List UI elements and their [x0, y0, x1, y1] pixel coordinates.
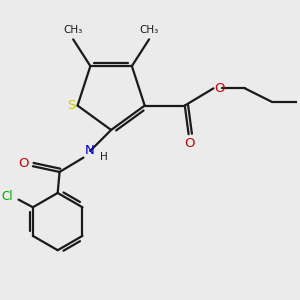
Text: Cl: Cl: [1, 190, 13, 203]
Text: O: O: [18, 157, 28, 170]
Text: N: N: [85, 145, 95, 158]
Text: H: H: [100, 152, 107, 162]
Text: S: S: [68, 99, 76, 112]
Text: CH₃: CH₃: [64, 25, 83, 35]
Text: CH₃: CH₃: [140, 25, 159, 35]
Text: O: O: [184, 137, 195, 150]
Text: O: O: [214, 82, 225, 95]
